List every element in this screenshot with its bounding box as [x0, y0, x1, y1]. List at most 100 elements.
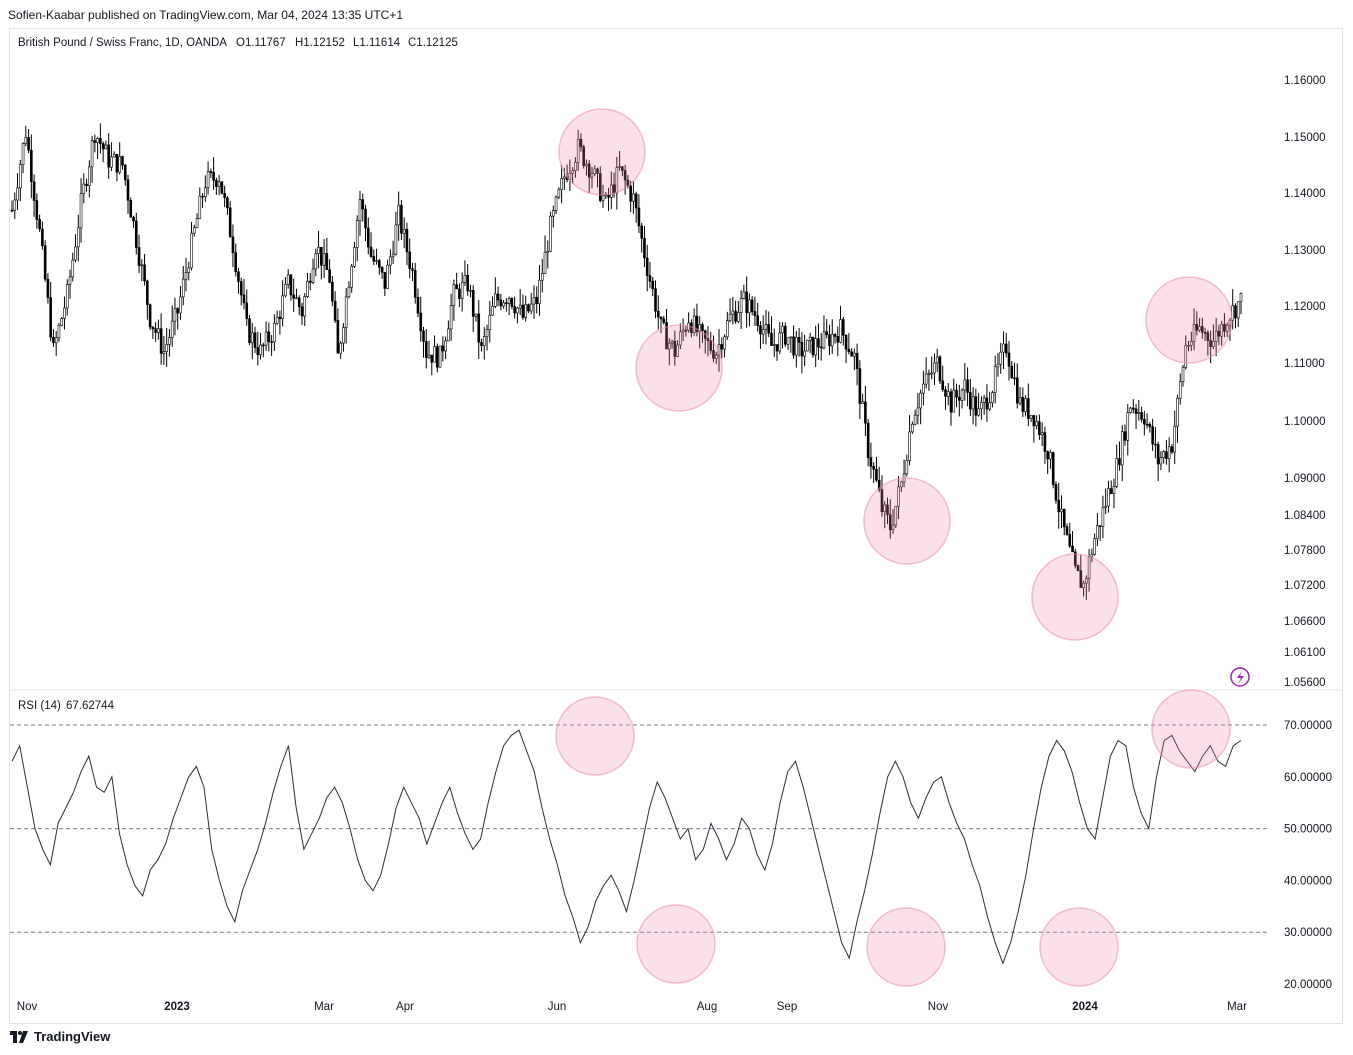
candle-body [57, 325, 61, 339]
candle-body [516, 307, 519, 314]
candle-body [549, 215, 552, 252]
candle-body [170, 320, 174, 338]
candle-body [1148, 424, 1152, 427]
candle-body [1165, 451, 1168, 459]
candle-body [74, 246, 77, 261]
candle-body [739, 298, 743, 313]
candle-body [836, 336, 840, 343]
candle-body [1239, 293, 1243, 303]
candle-body [643, 237, 646, 259]
candle-body [1093, 538, 1096, 555]
candle-body [187, 267, 191, 273]
candle-body [449, 305, 453, 330]
candle-body [629, 185, 632, 202]
candle-body [383, 271, 387, 289]
candle-body [651, 280, 655, 289]
candle-body [485, 329, 489, 337]
candle-body [1015, 377, 1019, 404]
tradingview-logo-icon [10, 1030, 28, 1043]
candle-body [366, 227, 370, 248]
candle-body [659, 316, 663, 320]
candle-body [220, 181, 224, 194]
rsi-tick-label: 70.00000 [1284, 720, 1332, 732]
candle-body [256, 347, 260, 356]
candle-body [474, 313, 478, 317]
candle-body [610, 184, 613, 198]
flash-icon[interactable] [1230, 667, 1250, 687]
time-tick-label: Aug [697, 1001, 717, 1013]
time-tick-label: Sep [777, 1001, 797, 1013]
candle-body [756, 315, 759, 326]
candle-body [1109, 488, 1113, 494]
candle-body [853, 352, 856, 357]
candle-body [54, 337, 58, 344]
candle-body [347, 286, 351, 298]
candle-body [513, 306, 516, 314]
candle-body [308, 280, 312, 283]
price-tick-label: 1.10000 [1284, 416, 1326, 428]
candle-body [1120, 431, 1124, 466]
candle-body [380, 266, 384, 273]
candle-body [275, 316, 279, 324]
candle-body [598, 173, 602, 201]
price-tick-label: 1.06600 [1284, 616, 1326, 628]
candle-body [814, 338, 817, 356]
candle-body [535, 296, 539, 304]
candle-body [154, 328, 157, 333]
candle-body [748, 299, 751, 314]
candle-body [1170, 446, 1174, 453]
candle-body [966, 379, 969, 393]
candle-body [295, 297, 298, 300]
candle-body [728, 313, 732, 321]
candle-body [552, 210, 555, 217]
ohlc-close: C1.12125 [408, 37, 458, 49]
candle-body [259, 344, 262, 356]
candle-body [571, 170, 574, 174]
candle-body [289, 274, 293, 296]
candle-body [436, 346, 439, 368]
candle-body [424, 341, 428, 358]
price-tick-label: 1.15000 [1284, 132, 1326, 144]
candle-body [1123, 431, 1127, 441]
rsi-line [11, 729, 1242, 965]
candle-body [1159, 457, 1163, 465]
candle-body [974, 396, 978, 416]
candle-body [1156, 444, 1160, 465]
candle-body [1062, 508, 1066, 528]
candle-body [1038, 421, 1041, 436]
candle-body [861, 401, 864, 404]
candle-body [386, 264, 389, 289]
candle-body [789, 336, 793, 339]
candle-body [1228, 319, 1232, 326]
candle-body [455, 284, 458, 290]
candle-body [1002, 343, 1005, 353]
candle-body [1151, 426, 1154, 445]
candle-body [63, 307, 66, 319]
candle-body [1007, 352, 1011, 367]
candle-body [88, 166, 91, 187]
candle-body [786, 337, 790, 345]
candle-body [336, 320, 340, 354]
candle-body [121, 156, 124, 166]
candle-body [891, 524, 895, 531]
footer-brand[interactable]: TradingView [34, 1029, 111, 1044]
candle-body [574, 162, 577, 171]
highlight-circle-icon [1151, 689, 1231, 769]
candle-body [833, 334, 837, 337]
candle-body [1096, 525, 1099, 539]
candle-body [999, 351, 1003, 365]
candle-body [1176, 397, 1179, 427]
candle-body [897, 486, 900, 507]
candle-body [96, 138, 99, 143]
candle-body [463, 275, 467, 283]
candle-body [195, 218, 199, 229]
candle-body [184, 272, 188, 280]
time-tick-label: 2023 [164, 1001, 190, 1013]
candle-body [1187, 345, 1190, 347]
price-title: British Pound / Swiss Franc, 1D, OANDA [18, 37, 227, 49]
candle-body [673, 340, 677, 357]
candle-body [411, 268, 414, 271]
candle-body [988, 402, 991, 410]
candle-body [90, 140, 94, 168]
